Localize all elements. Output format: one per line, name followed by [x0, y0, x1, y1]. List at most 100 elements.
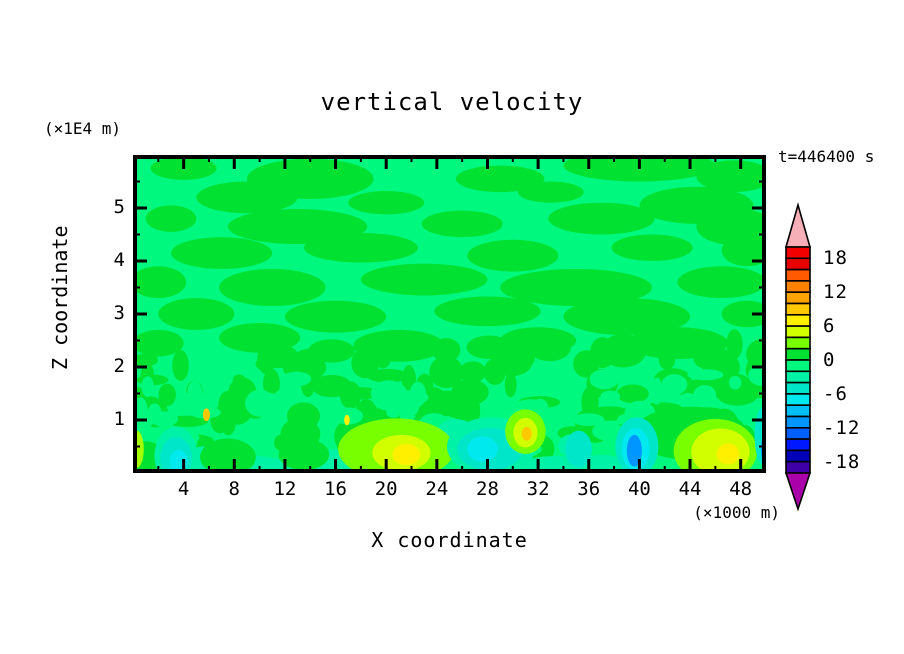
colorbar-box — [785, 427, 811, 440]
colorbar-box — [785, 336, 811, 350]
colorbar-box — [785, 449, 811, 463]
speckle — [748, 364, 766, 386]
x-tick-label: 32 — [526, 478, 550, 500]
speckle — [172, 349, 189, 381]
speckle — [438, 367, 481, 380]
colorbar-tick-label: 12 — [823, 281, 848, 304]
speckle — [589, 369, 619, 390]
updraft-streak — [467, 239, 559, 272]
colorbar-arrow-up — [784, 202, 812, 248]
speckle — [466, 335, 512, 360]
anomaly-patch — [392, 443, 421, 466]
anomaly-patch — [200, 438, 256, 473]
colorbar-tick-label: 0 — [823, 349, 836, 371]
colorbar-box — [785, 246, 811, 260]
speckle — [296, 348, 329, 361]
y-axis-unit: (×1E4 m) — [44, 119, 122, 138]
updraft-streak — [517, 181, 584, 203]
chart-title: vertical velocity — [320, 88, 584, 116]
speckle — [677, 392, 698, 409]
colorbar-box — [785, 314, 811, 327]
updraft-streak — [548, 202, 655, 235]
speckle — [532, 369, 556, 388]
updraft-streak — [696, 160, 766, 193]
speckle — [386, 406, 401, 418]
speckle — [616, 384, 649, 404]
y-tick-label: 4 — [113, 249, 125, 271]
colorbar-box — [785, 257, 811, 271]
colorbar-box — [785, 460, 811, 474]
speckle — [661, 374, 688, 395]
colorbar-box — [785, 404, 811, 418]
colorbar-arrow-down — [784, 472, 812, 512]
speckle — [372, 387, 406, 411]
speckle — [401, 391, 429, 404]
updraft-streak — [563, 298, 691, 336]
speckle — [133, 353, 158, 367]
speckle — [592, 422, 624, 441]
anomaly-patch — [521, 426, 532, 441]
speckle — [360, 407, 376, 419]
x-tick-label: 16 — [324, 478, 347, 500]
speckle — [714, 375, 761, 406]
x-tick-label: 40 — [627, 478, 651, 500]
colorbar-box — [785, 415, 811, 429]
speckle — [263, 368, 280, 399]
anomaly-patch — [202, 408, 210, 422]
colorbar-box — [785, 393, 811, 406]
anomaly-patch — [278, 438, 330, 471]
colorbar-svg — [784, 202, 812, 512]
colorbar-tick-label: -12 — [823, 416, 861, 439]
speckle — [148, 345, 162, 358]
anomaly-patch — [565, 430, 592, 468]
updraft-streak — [360, 263, 488, 296]
speckle — [187, 380, 203, 406]
colorbar-tick-label: -18 — [823, 450, 861, 473]
speckle — [746, 337, 766, 372]
speckle — [528, 333, 572, 362]
x-tick-label: 28 — [476, 478, 499, 500]
anomaly-patch — [344, 414, 350, 426]
y-tick-label: 1 — [113, 408, 125, 430]
speckle — [589, 337, 616, 369]
updraft-streak — [158, 298, 235, 330]
updraft-streak — [133, 266, 187, 299]
speckle — [728, 375, 742, 390]
speckle — [687, 369, 724, 381]
updraft-streak — [219, 268, 326, 307]
colorbar-box — [785, 302, 811, 316]
updraft-streak — [196, 181, 298, 214]
speckle — [351, 347, 380, 379]
anomaly-patch — [716, 443, 740, 465]
speckle — [600, 390, 621, 403]
x-tick-label: 4 — [177, 478, 190, 500]
y-tick-label: 3 — [113, 302, 125, 324]
updraft-streak — [133, 329, 184, 357]
speckle — [465, 395, 481, 426]
speckle — [726, 329, 743, 360]
x-tick-label: 24 — [425, 478, 449, 500]
speckle — [282, 371, 312, 387]
updraft-streak — [721, 300, 766, 328]
speckle — [232, 374, 246, 386]
colorbar-box — [785, 359, 811, 373]
speckle — [338, 387, 382, 400]
colorbar-tick-label: 18 — [823, 247, 848, 270]
updraft-streak — [348, 191, 425, 215]
x-tick-label: 36 — [577, 478, 601, 500]
colorbar: 18 12 6 0 -6 -12 -18 — [783, 202, 893, 517]
x-tick-label: 20 — [374, 478, 398, 500]
plot-frame — [133, 155, 766, 473]
updraft-streak — [284, 300, 387, 333]
colorbar-box — [785, 347, 811, 361]
speckle — [483, 358, 506, 386]
speckle — [150, 411, 179, 427]
updraft-streak — [677, 266, 766, 299]
updraft-streak — [434, 296, 541, 327]
x-tick-label: 48 — [729, 478, 753, 500]
time-label: t=446400 s — [778, 147, 875, 166]
speckle — [158, 383, 176, 407]
speckle — [651, 377, 663, 405]
speckle — [507, 346, 534, 369]
speckle — [431, 337, 461, 363]
